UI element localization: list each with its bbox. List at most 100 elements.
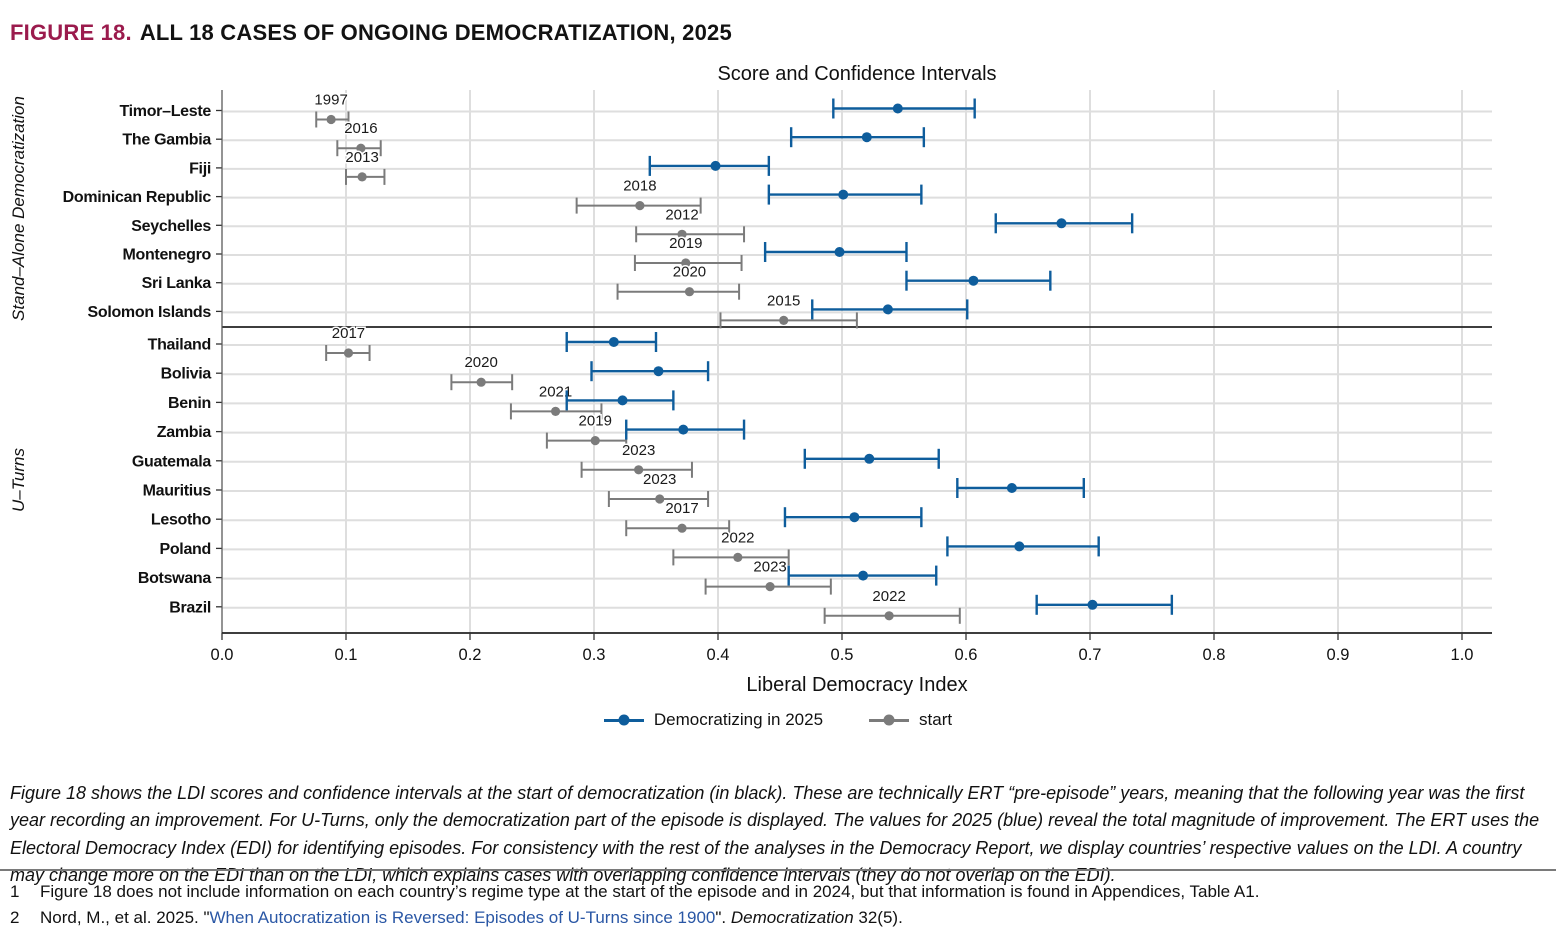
citation-link[interactable]: When Autocratization is Reversed: Episod… <box>209 908 716 928</box>
row-lesotho: 2017 <box>625 499 923 537</box>
country-label: Seychelles <box>131 218 211 235</box>
legend: Democratizing in 2025 start <box>0 710 1556 730</box>
row-mauritius: 2023 <box>607 470 1086 507</box>
start-year-label: 2023 <box>753 559 786 576</box>
row-poland: 2022 <box>672 528 1100 566</box>
country-label: Brazil <box>169 599 211 616</box>
x-tick-label: 0.4 <box>707 646 730 664</box>
start-point <box>326 114 336 125</box>
row-seychelles: 2012 <box>635 205 1134 243</box>
start-year-label: 2020 <box>673 264 706 281</box>
country-label: Zambia <box>157 424 212 441</box>
panel-label: U–Turns <box>9 448 28 512</box>
start-point <box>343 348 354 358</box>
start-point <box>634 465 644 475</box>
row-montenegro: 2019 <box>633 234 908 271</box>
start-year-label: 2023 <box>643 471 676 488</box>
legend-label: start <box>919 710 953 729</box>
country-label: Montenegro <box>122 247 211 264</box>
legend-marker-gray-icon <box>869 714 910 726</box>
now-point <box>1014 541 1025 552</box>
start-year-label: 2023 <box>622 442 655 459</box>
start-year-label: 2018 <box>623 178 656 195</box>
footnote-divider <box>0 869 1556 871</box>
start-year-label: 1997 <box>314 92 347 109</box>
start-year-label: 2022 <box>721 529 754 546</box>
start-point <box>684 287 695 297</box>
now-point <box>608 337 619 347</box>
start-point <box>884 611 894 621</box>
x-tick-label: 0.3 <box>583 646 606 664</box>
citation-mid: ". <box>715 908 731 928</box>
x-tick-label: 0.0 <box>211 646 234 664</box>
start-point <box>357 172 367 182</box>
chart-svg: Score and Confidence Intervals Timor–Lest… <box>9 63 1492 696</box>
start-point <box>733 552 743 563</box>
figure-title: ALL 18 CASES OF ONGOING DEMOCRATIZATION,… <box>139 20 732 45</box>
start-year-label: 2017 <box>332 325 365 342</box>
x-tick-label: 0.5 <box>831 646 854 664</box>
now-point <box>710 160 721 171</box>
now-point <box>892 103 903 114</box>
row-timor-leste: 1997 <box>313 90 976 128</box>
row-fiji: 2013 <box>344 147 771 185</box>
figure-header: FIGURE 18. ALL 18 CASES OF ONGOING DEMOCR… <box>10 20 732 46</box>
now-point <box>653 366 664 377</box>
country-label: Timor–Leste <box>119 103 211 120</box>
country-label: Thailand <box>148 337 211 354</box>
now-point <box>834 247 845 257</box>
citation-journal: Democratization <box>730 908 854 928</box>
legend-marker-blue-icon <box>603 714 644 726</box>
start-point <box>635 201 645 211</box>
start-year-label: 2013 <box>345 149 378 166</box>
country-label: Poland <box>159 541 211 558</box>
start-year-label: 2022 <box>872 588 905 605</box>
start-point <box>655 494 665 504</box>
row-dominican-republic: 2018 <box>575 176 923 214</box>
x-tick-label: 0.2 <box>459 646 482 664</box>
start-year-label: 2016 <box>344 120 377 137</box>
start-point <box>550 406 561 416</box>
start-year-label: 2012 <box>665 206 698 223</box>
start-point <box>677 229 687 239</box>
figure-caption: Figure 18 shows the LDI scores and confi… <box>10 783 1540 886</box>
row-sri-lanka: 2020 <box>616 262 1052 300</box>
now-point <box>617 395 628 406</box>
country-label: Sri Lanka <box>142 275 212 292</box>
row-guatemala: 2023 <box>580 440 940 478</box>
country-label: Botswana <box>138 570 212 587</box>
country-label: Benin <box>168 395 211 412</box>
now-point <box>1006 483 1017 493</box>
legend-item-start: start <box>869 710 952 730</box>
start-year-label: 2020 <box>464 354 497 371</box>
country-label: Mauritius <box>143 483 212 500</box>
now-point <box>858 570 869 581</box>
now-point <box>864 453 875 464</box>
country-label: The Gambia <box>122 132 211 149</box>
start-year-label: 2019 <box>579 413 612 430</box>
now-point <box>1087 599 1098 610</box>
now-point <box>678 424 689 435</box>
panel-label: Stand–Alone Democratization <box>9 96 28 321</box>
country-label: Dominican Republic <box>63 189 212 206</box>
country-label: Bolivia <box>161 366 212 383</box>
x-tick-label: 0.9 <box>1327 646 1350 664</box>
start-point <box>476 377 486 387</box>
figure-number: FIGURE 18. <box>10 20 132 45</box>
footnote-text: Nord, M., et al. 2025. "When Autocratiza… <box>40 905 903 931</box>
legend-label: Democratizing in 2025 <box>653 710 824 729</box>
start-year-label: 2017 <box>665 500 698 517</box>
x-axis-title: Liberal Democracy Index <box>746 674 967 696</box>
start-year-label: 2021 <box>539 383 572 400</box>
now-point <box>1056 218 1067 229</box>
x-tick-label: 0.8 <box>1203 646 1226 664</box>
start-point <box>765 582 775 592</box>
row-zambia: 2019 <box>545 411 746 449</box>
row-brazil: 2022 <box>823 586 1174 624</box>
start-point <box>779 315 789 325</box>
now-point <box>849 512 860 523</box>
start-year-label: 2015 <box>767 292 800 309</box>
start-point <box>356 143 366 153</box>
footnote-1: 1 Figure 18 does not include information… <box>10 879 1548 905</box>
